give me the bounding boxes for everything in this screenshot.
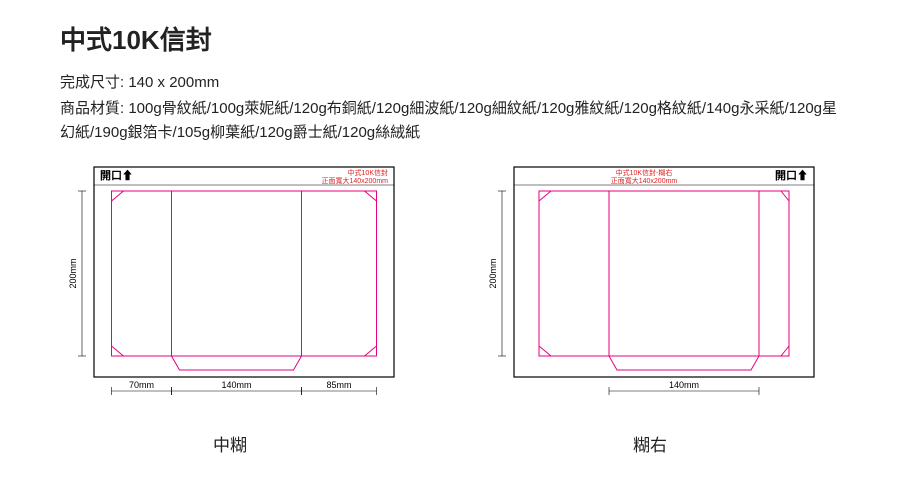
svg-text:70mm: 70mm <box>129 380 154 390</box>
spec-material-value: 100g骨紋紙/100g萊妮紙/120g布銅紙/120g細波紙/120g細紋紙/… <box>60 100 837 141</box>
svg-text:140mm: 140mm <box>669 380 699 390</box>
diagram-right-glue: 中式10K信封-糊右正面寬大140x200mm 開口⬆ 200mm 140mm 糊右 <box>480 161 820 456</box>
svg-text:開口⬆: 開口⬆ <box>100 168 133 182</box>
caption-right-glue: 糊右 <box>633 431 667 456</box>
dieline-right-glue: 中式10K信封-糊右正面寬大140x200mm 開口⬆ 200mm 140mm <box>480 161 820 421</box>
page-title: 中式10K信封 <box>60 20 840 57</box>
diagram-row: 開口⬆中式10K信封正面寬大140x200mm200mm70mm140mm85m… <box>60 161 840 456</box>
dieline-center-glue: 開口⬆ 中式10K信封正面寬大140x200mm 200mm 70mm 140mm 85m… <box>60 161 400 421</box>
svg-text:開口⬆: 開口⬆ <box>775 168 808 182</box>
spec-material-label: 商品材質: <box>60 100 124 117</box>
svg-text:中式10K信封: 中式10K信封 <box>348 168 388 177</box>
diagram-center-glue: 開口⬆ 中式10K信封正面寬大140x200mm 200mm 70mm 140mm 85m… <box>60 161 400 456</box>
svg-text:正面寬大140x200mm: 正面寬大140x200mm <box>611 176 678 185</box>
spec-size-value: 140 x 200mm <box>128 74 219 91</box>
svg-text:正面寬大140x200mm: 正面寬大140x200mm <box>321 176 388 185</box>
spec-material: 商品材質: 100g骨紋紙/100g萊妮紙/120g布銅紙/120g細波紙/12… <box>60 97 840 145</box>
svg-text:200mm: 200mm <box>68 258 78 288</box>
svg-text:中式10K信封-糊右: 中式10K信封-糊右 <box>616 168 673 177</box>
svg-text:200mm: 200mm <box>488 258 498 288</box>
svg-text:85mm: 85mm <box>326 380 351 390</box>
svg-text:140mm: 140mm <box>221 380 251 390</box>
spec-size: 完成尺寸: 140 x 200mm <box>60 71 840 95</box>
caption-center-glue: 中糊 <box>213 431 247 456</box>
spec-size-label: 完成尺寸: <box>60 74 124 91</box>
